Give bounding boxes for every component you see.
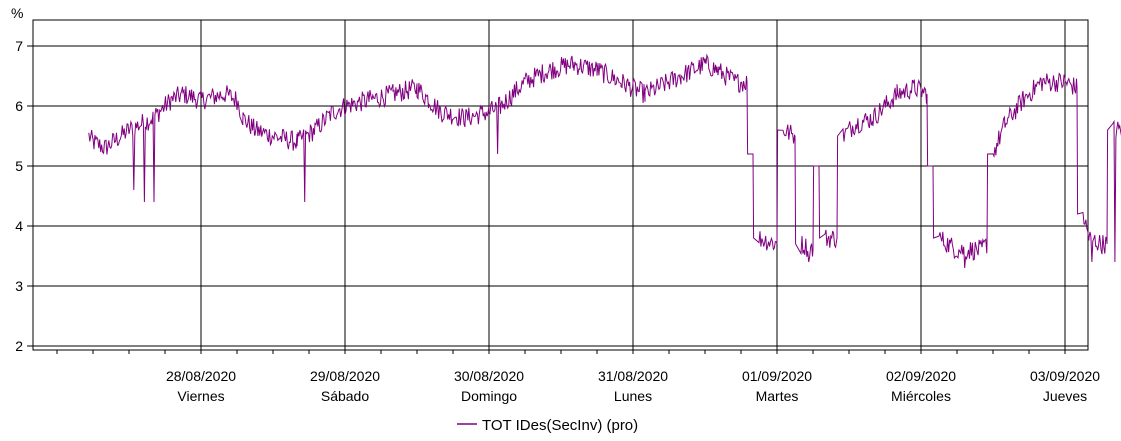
x-tick-day-label: Miércoles xyxy=(891,388,951,404)
y-axis: 2 3 4 5 6 7 xyxy=(15,38,33,354)
x-tick-day-label: Domingo xyxy=(461,388,517,404)
x-tick-date-label: 29/08/2020 xyxy=(310,368,380,384)
y-tick-label: 4 xyxy=(15,218,23,234)
x-tick-day-label: Martes xyxy=(756,388,799,404)
x-tick-date-label: 30/08/2020 xyxy=(454,368,524,384)
x-tick-date-label: 31/08/2020 xyxy=(598,368,668,384)
x-tick-day-label: Lunes xyxy=(614,388,652,404)
x-tick-day-label: Jueves xyxy=(1043,388,1087,404)
series-line xyxy=(88,53,1121,269)
x-tick-day-label: Sábado xyxy=(321,388,369,404)
x-axis: 28/08/2020 Viernes 29/08/2020 Sábado 30/08/2… xyxy=(56,350,1100,404)
y-tick-label: 5 xyxy=(15,158,23,174)
x-tick-date-label: 28/08/2020 xyxy=(166,368,236,384)
x-tick-day-label: Viernes xyxy=(177,388,224,404)
x-tick-date-label: 03/09/2020 xyxy=(1030,368,1100,384)
legend-label: TOT IDes(SecInv) (pro) xyxy=(482,417,638,434)
y-tick-label: 6 xyxy=(15,98,23,114)
y-tick-label: 2 xyxy=(15,338,23,354)
x-tick-date-label: 01/09/2020 xyxy=(742,368,812,384)
x-tick-date-label: 02/09/2020 xyxy=(886,368,956,384)
y-tick-label: 3 xyxy=(15,278,23,294)
legend: TOT IDes(SecInv) (pro) xyxy=(457,417,638,434)
y-axis-unit-label: % xyxy=(11,5,23,21)
y-tick-label: 7 xyxy=(15,38,23,54)
